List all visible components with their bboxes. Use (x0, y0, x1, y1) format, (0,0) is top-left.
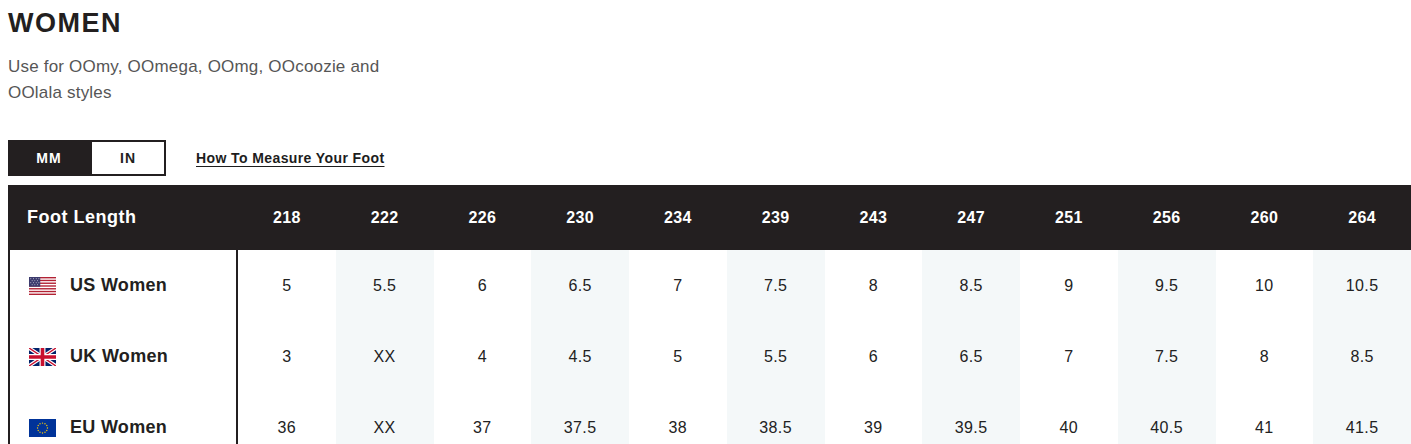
page-subtitle: Use for OOmy, OOmega, OOmg, OOcoozie and… (8, 54, 383, 106)
table-header-row: Foot Length 2182222262302342392432472512… (10, 185, 1411, 250)
table-row: US Women 55.566.577.588.599.51010.5 (10, 250, 1411, 321)
us-flag-icon (29, 277, 56, 295)
unit-toggle: MM IN (8, 140, 166, 176)
size-cell: 9 (1020, 250, 1118, 321)
size-cell: 41.5 (1313, 392, 1411, 444)
size-cell: 6 (434, 250, 532, 321)
foot-length-value: 239 (727, 209, 825, 227)
size-cell: 39.5 (922, 392, 1020, 444)
foot-length-value: 256 (1118, 209, 1216, 227)
size-cell: 6.5 (922, 321, 1020, 392)
row-label-cell: UK Women (10, 321, 238, 392)
size-cell: 5 (238, 250, 336, 321)
size-cell: 4.5 (531, 321, 629, 392)
size-cell: 38.5 (727, 392, 825, 444)
size-cell: 10.5 (1313, 250, 1411, 321)
size-cell: 38 (629, 392, 727, 444)
foot-length-value: 247 (922, 209, 1020, 227)
page-title: WOMEN (8, 0, 1411, 39)
row-label: US Women (70, 275, 167, 296)
size-cell: 37.5 (531, 392, 629, 444)
size-cell: 8.5 (1313, 321, 1411, 392)
foot-length-value: 230 (531, 209, 629, 227)
size-cell: 6 (825, 321, 923, 392)
mm-toggle-button[interactable]: MM (8, 140, 90, 176)
uk-flag-icon (29, 348, 56, 366)
size-cell: 9.5 (1118, 250, 1216, 321)
how-to-measure-link[interactable]: How To Measure Your Foot (196, 150, 385, 166)
table-row: UK Women 3XX44.555.566.577.588.5 (10, 321, 1411, 392)
row-label: UK Women (70, 346, 168, 367)
row-label-cell: US Women (10, 250, 238, 321)
size-cell: 39 (825, 392, 923, 444)
size-cell: 40 (1020, 392, 1118, 444)
size-cell: 8 (1216, 321, 1314, 392)
foot-length-value: 218 (238, 209, 336, 227)
size-cell: 40.5 (1118, 392, 1216, 444)
size-cell: 5 (629, 321, 727, 392)
foot-length-value: 222 (336, 209, 434, 227)
row-label: EU Women (70, 417, 167, 438)
size-cell: 7.5 (727, 250, 825, 321)
foot-length-header: Foot Length (10, 207, 238, 228)
row-label-cell: EU Women (10, 392, 238, 444)
size-cell: 7 (629, 250, 727, 321)
foot-length-value: 226 (434, 209, 532, 227)
size-cell: XX (336, 321, 434, 392)
size-cell: 37 (434, 392, 532, 444)
foot-length-value: 234 (629, 209, 727, 227)
size-cell: 8.5 (922, 250, 1020, 321)
size-cell: 7 (1020, 321, 1118, 392)
size-cell: 10 (1216, 250, 1314, 321)
table-row: EU Women 36XX3737.53838.53939.54040.54141… (10, 392, 1411, 444)
size-cell: 8 (825, 250, 923, 321)
table-body: US Women55.566.577.588.599.51010.5UK Wom… (10, 250, 1411, 444)
size-cell: 7.5 (1118, 321, 1216, 392)
foot-length-value: 260 (1216, 209, 1314, 227)
size-cell: 5.5 (336, 250, 434, 321)
foot-length-value: 264 (1313, 209, 1411, 227)
size-table: Foot Length 2182222262302342392432472512… (8, 185, 1411, 444)
foot-length-value: 243 (825, 209, 923, 227)
in-toggle-button[interactable]: IN (90, 140, 166, 176)
foot-length-value: 251 (1020, 209, 1118, 227)
size-cell: 41 (1216, 392, 1314, 444)
size-chart-page: WOMEN Use for OOmy, OOmega, OOmg, OOcooz… (0, 0, 1411, 444)
size-cell: 4 (434, 321, 532, 392)
size-cell: 6.5 (531, 250, 629, 321)
size-cell: XX (336, 392, 434, 444)
size-cell: 36 (238, 392, 336, 444)
controls-row: MM IN How To Measure Your Foot (8, 140, 1411, 176)
eu-flag-icon (29, 419, 56, 437)
size-cell: 5.5 (727, 321, 825, 392)
size-cell: 3 (238, 321, 336, 392)
